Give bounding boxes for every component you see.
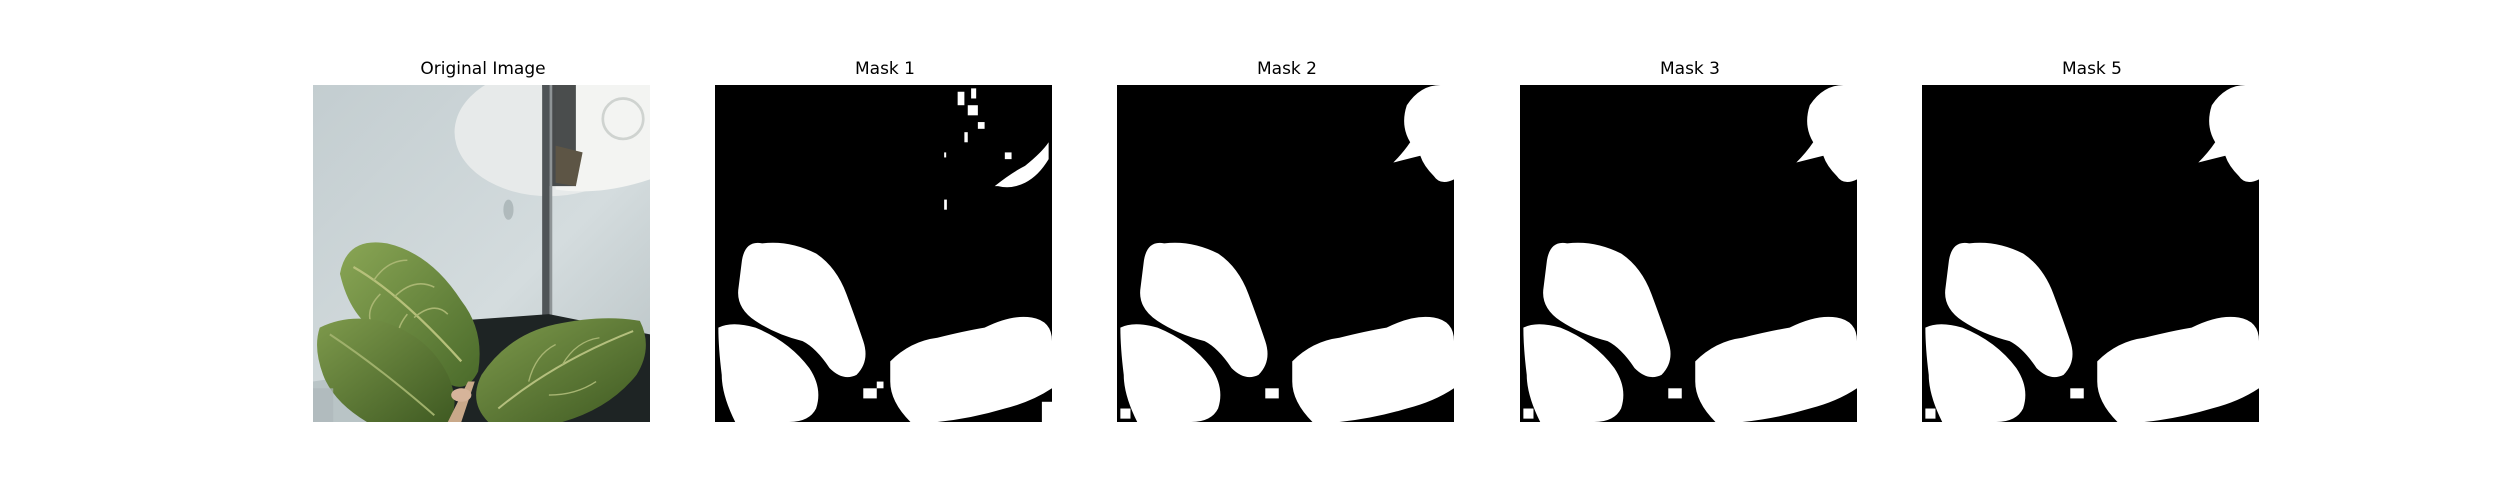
mask-image: [1117, 85, 1454, 422]
panel-title: Mask 3: [1659, 59, 1720, 79]
mask-right-leaf: [1292, 316, 1454, 422]
mask-upper-leaf: [1543, 242, 1671, 378]
mask-upper-leaf: [738, 242, 866, 378]
mask-right-leaf: [2097, 316, 2259, 422]
mask-right-leaf: [890, 316, 1052, 422]
mask-left-leaf: [1120, 324, 1221, 422]
mask-left-leaf: [718, 324, 819, 422]
panel-title: Mask 5: [2061, 59, 2122, 79]
panel-title: Mask 1: [854, 59, 915, 79]
panel-mask-1: Mask 1: [715, 0, 1055, 500]
mask-pot: [1393, 85, 1454, 183]
mask-upper-leaf: [1945, 242, 2073, 378]
mask-left-leaf: [1523, 324, 1624, 422]
panel-mask-5: Mask 5: [1922, 0, 2262, 500]
mask-pot: [2198, 85, 2259, 183]
mask-image: [1520, 85, 1857, 422]
mask-image: [715, 85, 1052, 422]
panel-title: Mask 2: [1256, 59, 1317, 79]
left-leaf: [317, 318, 455, 422]
mask-upper-leaf: [1140, 242, 1268, 378]
mask-pot: [1796, 85, 1857, 183]
mask-image: [1922, 85, 2259, 422]
mask-left-leaf: [1925, 324, 2026, 422]
panel-mask-2: Mask 2: [1117, 0, 1457, 500]
panel-mask-3: Mask 3: [1520, 0, 1860, 500]
mask-right-leaf: [1695, 316, 1857, 422]
panel-title: Original Image: [420, 59, 546, 79]
panel-original-image: Original Image: [313, 0, 653, 500]
original-photo: [313, 85, 650, 422]
pole: [542, 85, 550, 338]
